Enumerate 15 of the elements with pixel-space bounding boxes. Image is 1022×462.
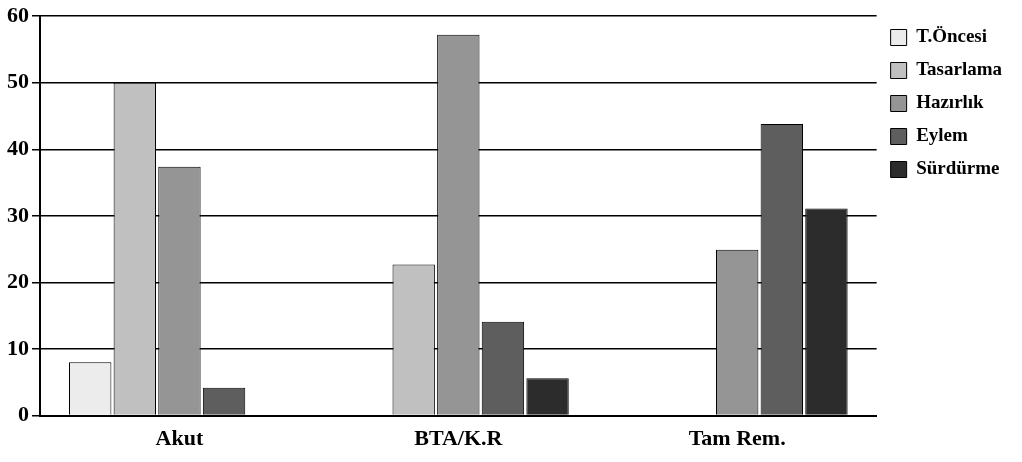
y-tick-label: 40 xyxy=(7,135,29,161)
legend-label: Hazırlık xyxy=(916,91,985,113)
legend-label: Eylem xyxy=(916,124,969,146)
y-tick-label: 30 xyxy=(7,201,29,227)
y-tick-label: 50 xyxy=(7,68,29,94)
y-tick-label: 60 xyxy=(7,1,29,27)
x-tick-label: Tam Rem. xyxy=(688,425,786,451)
x-tick-label: BTA/K.R xyxy=(414,425,504,451)
y-tick-label: 20 xyxy=(7,268,29,294)
y-tick-label: 10 xyxy=(7,334,29,360)
legend-label: Sürdürme xyxy=(916,157,1000,179)
legend-label: T.Öncesi xyxy=(916,25,988,47)
x-tick-label: Akut xyxy=(155,425,204,451)
y-tick-label: 0 xyxy=(18,401,29,427)
legend-label: Tasarlama xyxy=(916,58,1003,80)
